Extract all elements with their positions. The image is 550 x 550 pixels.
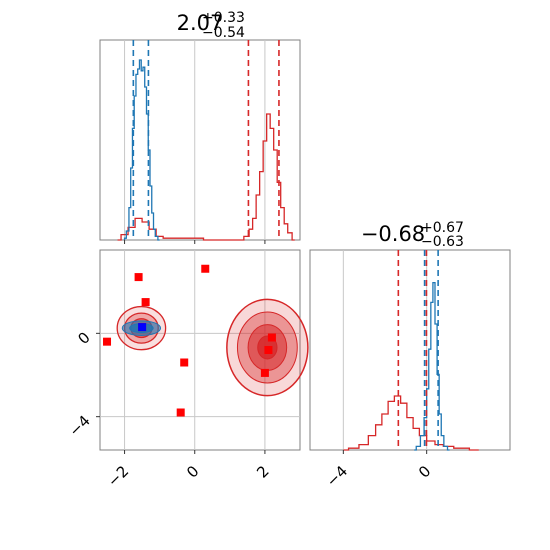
scatter-red-marker	[176, 408, 185, 417]
hist2-x-ticks: −4 0	[323, 450, 434, 490]
scatter-red-marker	[103, 337, 112, 346]
scatter-red-marker	[180, 358, 189, 367]
hist1-frame	[99, 39, 301, 241]
scatter-blue-marker	[138, 323, 147, 332]
scatter-x-tick-label: −2	[104, 462, 132, 490]
scatter-red-marker	[264, 346, 273, 354]
hist1-blue-series	[123, 59, 160, 241]
scatter-red-marker	[267, 333, 276, 342]
hist1-red-series	[117, 113, 295, 241]
scatter-y-tick-label: 0	[74, 328, 93, 347]
hist1-series	[117, 59, 295, 241]
scatter-x-ticks: −2 0 2	[104, 450, 273, 490]
hist2-quantile-lines	[397, 250, 439, 450]
hist2-blue-series	[414, 281, 450, 451]
hist1-quantile-lines	[132, 40, 280, 240]
hist1-title: 2.07	[177, 11, 224, 35]
hist2-title-upper: +0.67	[421, 220, 464, 236]
scatter-markers	[103, 264, 276, 417]
scatter-panel: −2 0 2 −4 0	[65, 249, 309, 490]
hist2-title: −0.68	[361, 222, 425, 246]
hist2-panel: −4 0 −0.68 +0.67 −0.63	[309, 220, 511, 490]
hist2-frame	[309, 249, 511, 451]
scatter-red-marker	[201, 264, 210, 273]
scatter-y-tick-label: −4	[65, 412, 93, 440]
hist2-x-tick-label: 0	[415, 462, 434, 481]
hist1-panel: 2.07 +0.33 −0.54	[99, 10, 301, 244]
scatter-red-marker	[134, 273, 143, 282]
hist1-title-lower: −0.54	[202, 25, 245, 41]
hist1-title-upper: +0.33	[202, 10, 245, 26]
scatter-x-tick-label: 0	[183, 462, 202, 481]
hist2-series	[343, 281, 479, 451]
hist2-x-tick-label: −4	[323, 462, 351, 490]
hist1-grid	[124, 40, 266, 244]
hist2-title-lower: −0.63	[421, 234, 464, 250]
scatter-y-ticks: −4 0	[65, 328, 100, 440]
scatter-red-marker	[260, 368, 269, 377]
scatter-x-tick-label: 2	[253, 462, 272, 481]
scatter-red-marker	[141, 298, 150, 307]
